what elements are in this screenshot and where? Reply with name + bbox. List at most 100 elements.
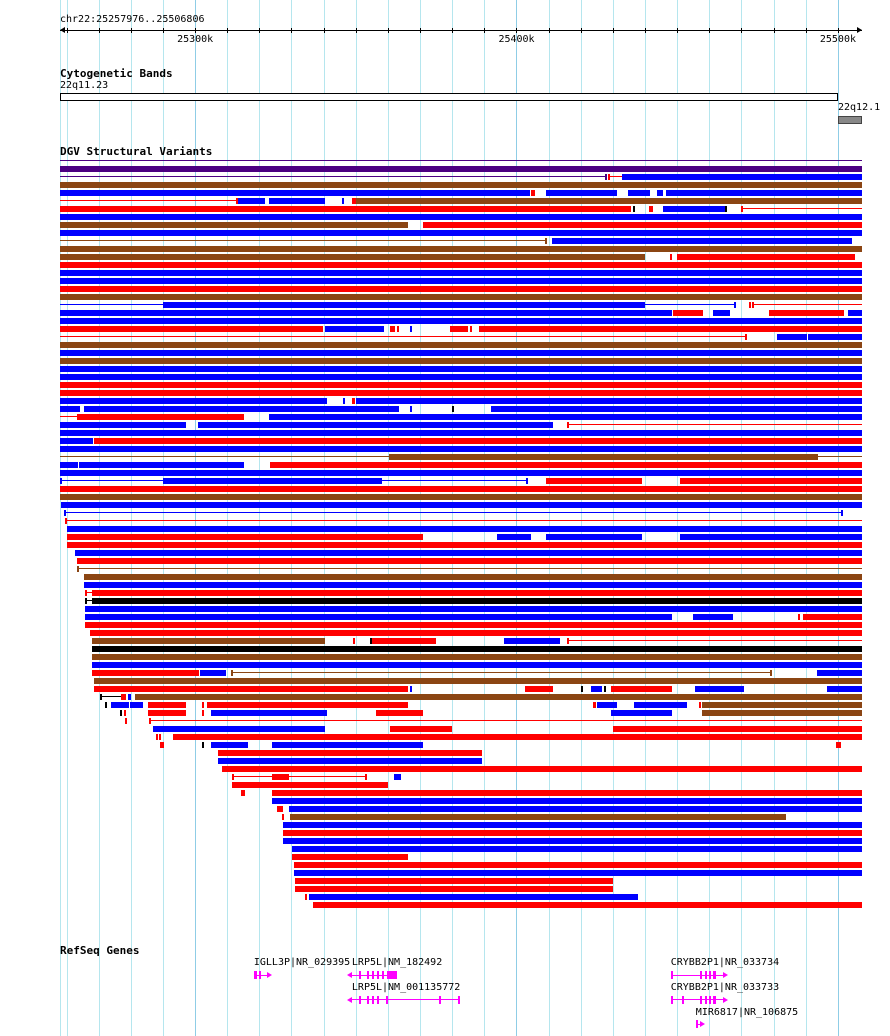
sv-feature-line[interactable] [65, 520, 862, 522]
sv-feature-bar[interactable] [288, 805, 862, 812]
sv-feature-bar[interactable] [389, 325, 395, 332]
sv-feature-line[interactable] [64, 512, 842, 514]
sv-feature-bar[interactable] [134, 693, 862, 700]
sv-feature-bar[interactable] [129, 701, 143, 708]
sv-feature-bar[interactable] [291, 853, 408, 860]
sv-feature-bar[interactable] [271, 789, 862, 796]
sv-feature-bar[interactable] [217, 749, 483, 756]
sv-feature-tick[interactable] [744, 333, 747, 340]
sv-feature-bar[interactable] [91, 645, 862, 652]
sv-feature-bar[interactable] [491, 405, 862, 412]
sv-feature-bar[interactable] [91, 637, 325, 644]
sv-feature-bar[interactable] [627, 189, 650, 196]
sv-feature-bar[interactable] [211, 741, 249, 748]
sv-feature-bar[interactable] [826, 685, 862, 692]
sv-feature-bar[interactable] [217, 757, 483, 764]
sv-feature-bar[interactable] [389, 725, 452, 732]
sv-feature-bar[interactable] [60, 325, 323, 332]
sv-feature-line[interactable] [232, 672, 771, 674]
sv-feature-bar[interactable] [665, 189, 862, 196]
sv-feature-bar[interactable] [356, 397, 862, 404]
sv-feature-bar[interactable] [83, 581, 862, 588]
sv-feature-tick[interactable] [396, 325, 399, 332]
sv-feature-bar[interactable] [162, 477, 382, 484]
sv-feature-bar[interactable] [546, 533, 642, 540]
sv-feature-line[interactable] [232, 776, 367, 778]
sv-feature-bar[interactable] [74, 549, 862, 556]
gene-exon[interactable] [681, 995, 684, 1004]
sv-feature-bar[interactable] [289, 813, 786, 820]
sv-feature-tick[interactable] [669, 253, 672, 260]
sv-feature-bar[interactable] [294, 869, 862, 876]
sv-feature-line[interactable] [753, 304, 862, 306]
sv-feature-bar[interactable] [60, 437, 93, 444]
gene-exon[interactable] [358, 995, 361, 1004]
sv-feature-bar[interactable] [271, 773, 289, 780]
sv-feature-tick[interactable] [797, 613, 800, 620]
sv-feature-bar[interactable] [371, 637, 437, 644]
sv-feature-bar[interactable] [271, 797, 862, 804]
sv-feature-line[interactable] [609, 176, 622, 178]
sv-feature-bar[interactable] [60, 253, 645, 260]
sv-feature-tick[interactable] [352, 637, 355, 644]
sv-feature-bar[interactable] [60, 357, 862, 364]
sv-feature-tick[interactable] [105, 701, 108, 708]
sv-feature-tick[interactable] [605, 173, 608, 180]
sv-feature-tick[interactable] [410, 325, 413, 332]
sv-feature-bar[interactable] [776, 333, 807, 340]
sv-feature-tick[interactable] [235, 197, 238, 204]
gene-exon[interactable] [371, 995, 374, 1004]
gene-exon[interactable] [699, 995, 702, 1004]
sv-feature-bar[interactable] [60, 285, 862, 292]
sv-feature-tick[interactable] [202, 709, 205, 716]
sv-feature-bar[interactable] [847, 309, 862, 316]
gene-exon[interactable] [704, 995, 707, 1004]
sv-feature-line[interactable] [381, 480, 527, 482]
sv-feature-bar[interactable] [656, 189, 663, 196]
sv-feature-bar[interactable] [77, 557, 862, 564]
sv-feature-bar[interactable] [551, 237, 852, 244]
sv-feature-bar[interactable] [127, 693, 132, 700]
sv-feature-bar[interactable] [60, 317, 862, 324]
sv-feature-bar[interactable] [66, 541, 862, 548]
sv-feature-bar[interactable] [596, 701, 617, 708]
sv-feature-bar[interactable] [524, 685, 553, 692]
sv-feature-line[interactable] [567, 424, 862, 426]
sv-feature-tick[interactable] [451, 405, 454, 412]
sv-feature-bar[interactable] [66, 533, 423, 540]
sv-feature-line[interactable] [60, 176, 607, 178]
sv-feature-bar[interactable] [356, 197, 862, 204]
gene-intron-line[interactable] [351, 974, 397, 976]
gene-exon[interactable] [695, 1020, 698, 1028]
sv-feature-line[interactable] [60, 416, 78, 418]
sv-feature-bar[interactable] [268, 413, 862, 420]
gene-exon[interactable] [253, 971, 258, 979]
sv-feature-bar[interactable] [91, 589, 862, 596]
gene-exon[interactable] [670, 995, 673, 1004]
sv-feature-bar[interactable] [61, 501, 862, 508]
sv-feature-bar[interactable] [610, 685, 673, 692]
sv-feature-bar[interactable] [277, 805, 283, 812]
sv-feature-bar[interactable] [160, 741, 164, 748]
sv-feature-bar[interactable] [222, 765, 862, 772]
sv-feature-bar[interactable] [60, 349, 862, 356]
sv-feature-tick[interactable] [159, 733, 162, 740]
sv-feature-bar[interactable] [282, 829, 862, 836]
sv-feature-bar[interactable] [807, 333, 862, 340]
sv-feature-bar[interactable] [232, 781, 388, 788]
sv-feature-bar[interactable] [269, 461, 862, 468]
gene-exon[interactable] [708, 995, 711, 1004]
sv-feature-bar[interactable] [648, 205, 654, 212]
sv-feature-bar[interactable] [60, 189, 530, 196]
sv-feature-bar[interactable] [60, 429, 862, 436]
cytoband-22q11-23[interactable] [60, 93, 838, 101]
sv-feature-bar[interactable] [60, 445, 862, 452]
sv-feature-tick[interactable] [342, 397, 345, 404]
sv-feature-bar[interactable] [60, 261, 862, 268]
sv-feature-bar[interactable] [701, 701, 862, 708]
sv-feature-bar[interactable] [91, 669, 199, 676]
sv-feature-tick[interactable] [698, 701, 701, 708]
sv-feature-bar[interactable] [802, 613, 862, 620]
sv-feature-bar[interactable] [77, 413, 244, 420]
sv-feature-tick[interactable] [603, 685, 606, 692]
